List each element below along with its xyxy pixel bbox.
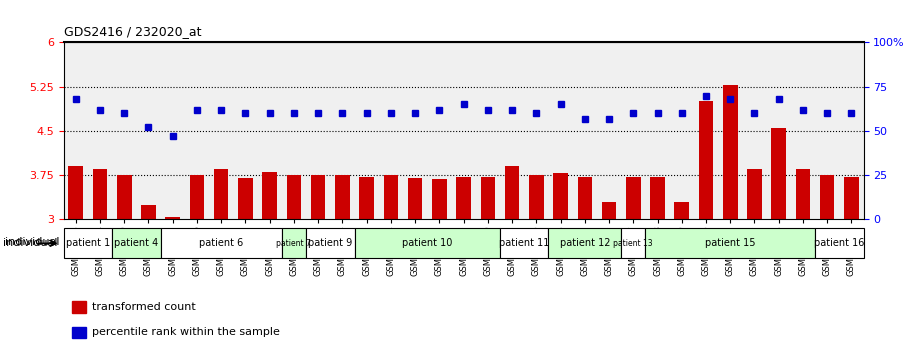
Bar [408, 178, 423, 219]
Text: patient 10: patient 10 [402, 238, 453, 249]
Bar [577, 177, 592, 219]
Bar [72, 327, 86, 338]
Bar [723, 85, 737, 219]
Bar [238, 178, 253, 219]
Bar [72, 301, 86, 313]
Text: patient 11: patient 11 [499, 238, 549, 249]
Bar [165, 217, 180, 219]
Bar [335, 175, 350, 219]
Bar [844, 177, 859, 219]
Text: individual: individual [5, 238, 59, 247]
Text: patient 15: patient 15 [705, 238, 755, 249]
Text: patient 4: patient 4 [115, 238, 158, 249]
Bar [68, 166, 83, 219]
Text: percentile rank within the sample: percentile rank within the sample [92, 327, 279, 337]
FancyBboxPatch shape [621, 228, 645, 258]
Bar [602, 202, 616, 219]
Bar [93, 169, 107, 219]
Bar [650, 177, 664, 219]
Text: patient 7: patient 7 [276, 239, 312, 248]
Bar [504, 166, 519, 219]
Text: patient 9: patient 9 [308, 238, 353, 249]
Bar [674, 202, 689, 219]
FancyBboxPatch shape [815, 228, 864, 258]
Text: patient 12: patient 12 [560, 238, 610, 249]
Text: patient 1: patient 1 [65, 238, 110, 249]
Bar [311, 175, 325, 219]
Bar [795, 169, 810, 219]
Bar [626, 177, 641, 219]
Bar [554, 173, 568, 219]
Bar [772, 128, 786, 219]
Bar [384, 175, 398, 219]
Bar [529, 175, 544, 219]
Text: patient 6: patient 6 [199, 238, 244, 249]
Bar [747, 169, 762, 219]
Bar [481, 177, 495, 219]
FancyBboxPatch shape [64, 228, 112, 258]
Bar [456, 177, 471, 219]
Bar [359, 177, 374, 219]
Bar [214, 169, 228, 219]
Text: patient 16: patient 16 [814, 238, 864, 249]
Bar [117, 175, 132, 219]
FancyBboxPatch shape [355, 228, 500, 258]
Bar [820, 175, 834, 219]
FancyBboxPatch shape [306, 228, 355, 258]
FancyBboxPatch shape [282, 228, 306, 258]
Text: GDS2416 / 232020_at: GDS2416 / 232020_at [64, 25, 201, 38]
Text: transformed count: transformed count [92, 302, 195, 312]
Bar [432, 179, 446, 219]
FancyBboxPatch shape [500, 228, 548, 258]
Bar [190, 175, 205, 219]
Bar [286, 175, 301, 219]
FancyBboxPatch shape [548, 228, 621, 258]
Text: individual: individual [4, 238, 57, 249]
Text: patient 13: patient 13 [614, 239, 653, 248]
FancyBboxPatch shape [112, 228, 161, 258]
Bar [263, 172, 277, 219]
FancyBboxPatch shape [161, 228, 282, 258]
Bar [699, 102, 714, 219]
FancyBboxPatch shape [645, 228, 815, 258]
Bar [141, 205, 155, 219]
